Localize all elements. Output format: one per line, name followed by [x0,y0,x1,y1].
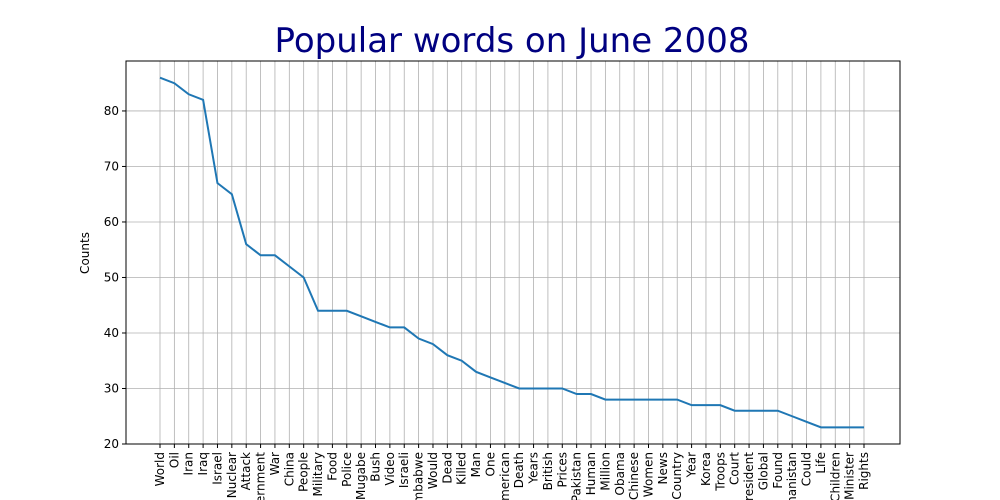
x-tick-label: Killed [455,452,469,485]
x-tick-label: Could [800,452,814,486]
x-tick-label: Rights [857,452,871,490]
x-tick-label: Military [311,452,325,496]
x-tick-label: Government [254,452,268,500]
y-tick-label: 50 [104,270,119,284]
x-tick-label: Troops [713,452,727,492]
x-tick-label: Global [756,452,770,490]
x-tick-label: British [541,452,555,490]
x-tick-label: Death [512,452,526,488]
x-tick-label: Mugabe [354,452,368,500]
x-tick-label: Attack [239,452,253,490]
x-tick-label: Iraq [196,452,210,475]
x-tick-label: Country [670,452,684,500]
x-tick-label: Prices [555,452,569,488]
x-tick-label: Minister [843,452,857,500]
plot-frame [125,60,901,445]
x-tick-label: Found [771,452,785,489]
x-tick-label: Years [527,452,541,485]
x-tick-label: American [498,452,512,500]
x-tick-label: Pakistan [570,452,584,500]
x-tick-label: Zimbabwe [412,452,426,500]
x-tick-label: Would [426,452,440,489]
x-tick-label: Chinese [627,452,641,500]
x-tick-label: Iran [182,452,196,475]
x-tick-label: Video [383,452,397,486]
x-tick-label: Women [641,452,655,497]
x-tick-label: Food [325,452,339,481]
x-tick-label: Bush [369,452,383,482]
x-tick-label: Korea [699,452,713,486]
x-tick-label: War [268,452,282,475]
x-tick-label: World [153,452,167,486]
x-tick-label: Children [828,452,842,500]
x-tick-label: President [742,452,756,500]
x-tick-label: Obama [613,452,627,495]
x-tick-label: News [656,452,670,484]
y-tick-label: 70 [104,159,119,173]
line [159,76,864,429]
x-tick-label: One [483,452,497,476]
x-tick-label: Oil [167,452,181,468]
x-tick-label: Human [584,452,598,495]
x-tick-label: Million [598,452,612,491]
x-tick-label: Israel [210,452,224,485]
x-tick-label: Life [814,452,828,474]
x-tick-label: Nuclear [225,452,239,498]
chart-title: Popular words on June 2008 [275,21,750,61]
x-tick-label: China [282,452,296,486]
x-tick-label: Police [340,452,354,487]
y-tick-label: 20 [104,437,119,451]
x-tick-label: Man [469,452,483,477]
y-axis-label: Counts [78,232,92,274]
x-tick-label: Dead [440,452,454,484]
x-tick-label: Israeli [397,452,411,488]
y-tick-label: 40 [104,326,119,340]
x-tick-label: Afghanistan [785,452,799,500]
y-tick-label: 80 [104,104,119,118]
y-tick-label: 30 [104,381,119,395]
y-tick-label: 60 [104,215,119,229]
x-tick-label: People [297,452,311,492]
x-tick-label: Year [685,452,699,478]
x-tick-label: Court [728,452,742,485]
